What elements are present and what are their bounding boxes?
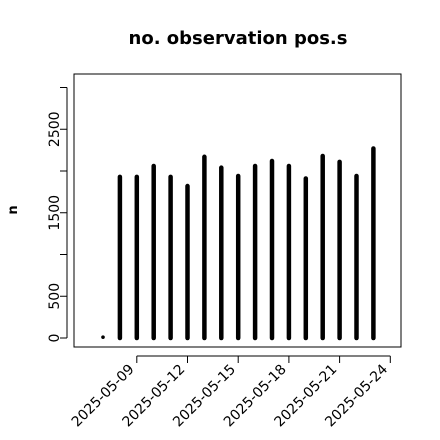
chart-title: no. observation pos.s (129, 28, 348, 49)
y-tick-label: 500 (47, 283, 63, 310)
y-axis: 0 500 1500 2500 (47, 87, 68, 343)
y-tick-label: 1500 (47, 195, 63, 231)
x-axis: 2025-05-092025-05-122025-05-152025-05-18… (69, 355, 391, 430)
y-axis-label: n (6, 205, 21, 214)
bars (101, 146, 376, 341)
y-tick-label: 0 (47, 334, 63, 343)
y-tick-label: 2500 (47, 111, 63, 147)
data-point (101, 335, 105, 339)
plot-frame (73, 73, 402, 348)
